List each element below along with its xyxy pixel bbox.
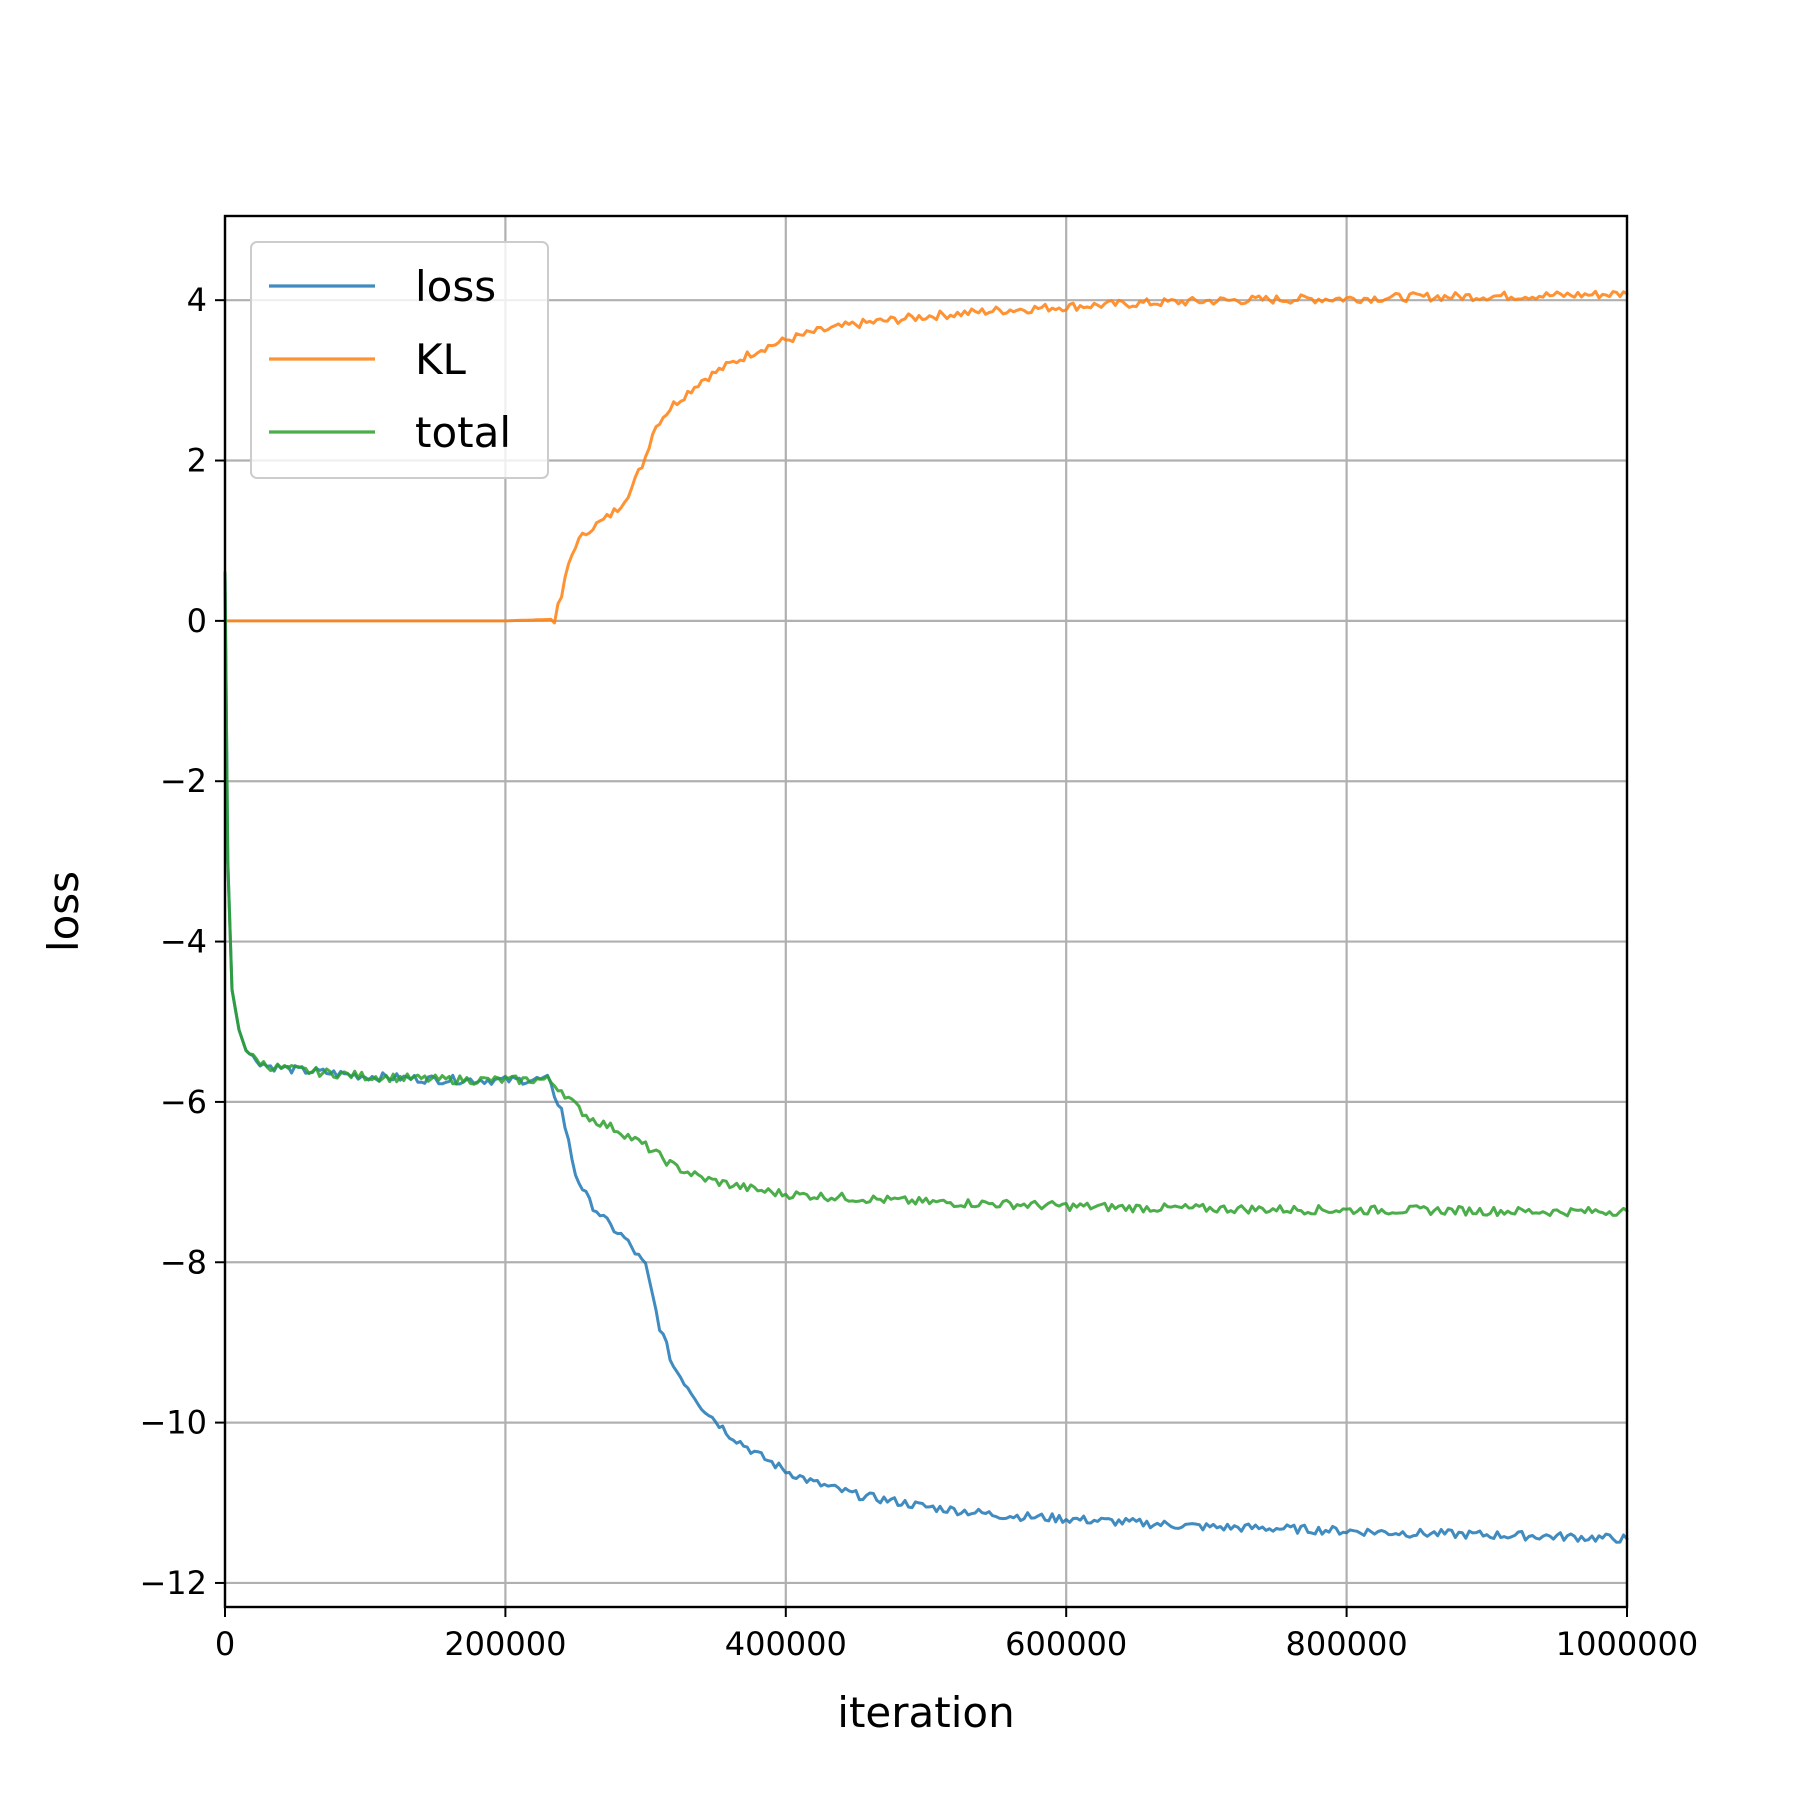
legend: loss KL total: [250, 241, 549, 479]
x-tick-label: 600000: [1005, 1625, 1127, 1663]
y-tick-label: 2: [187, 442, 207, 480]
series-line-loss: [223, 571, 1629, 1544]
y-tick-label: −2: [160, 762, 207, 800]
plot-frame: [223, 214, 1629, 1609]
y-tick-label: −12: [139, 1564, 207, 1602]
x-axis-title: iteration: [837, 1688, 1014, 1737]
y-tick-label: −6: [160, 1083, 207, 1121]
legend-label: KL: [415, 335, 467, 384]
x-tick-label: 0: [215, 1625, 235, 1663]
series-line-total: [223, 570, 1629, 1218]
legend-label: total: [415, 408, 511, 457]
legend-label: loss: [415, 262, 496, 311]
y-tick-label: 0: [187, 602, 207, 640]
series-lines: [223, 289, 1629, 1544]
x-tick-label: 400000: [725, 1625, 847, 1663]
legend-box: [250, 241, 549, 479]
x-tick-label: 200000: [444, 1625, 566, 1663]
y-tick-label: 4: [187, 281, 207, 319]
y-tick-label: −8: [160, 1243, 207, 1281]
y-axis-title: loss: [39, 871, 88, 952]
y-tick-label: −4: [160, 923, 207, 961]
axis-ticks: 0 200000 400000 600000 800000 1000000 4 2 0 −2 −4 −…: [139, 281, 1698, 1663]
y-tick-label: −10: [139, 1404, 207, 1442]
x-tick-label: 800000: [1286, 1625, 1408, 1663]
series-line-kl: [223, 289, 1629, 625]
x-tick-label: 1000000: [1556, 1625, 1699, 1663]
